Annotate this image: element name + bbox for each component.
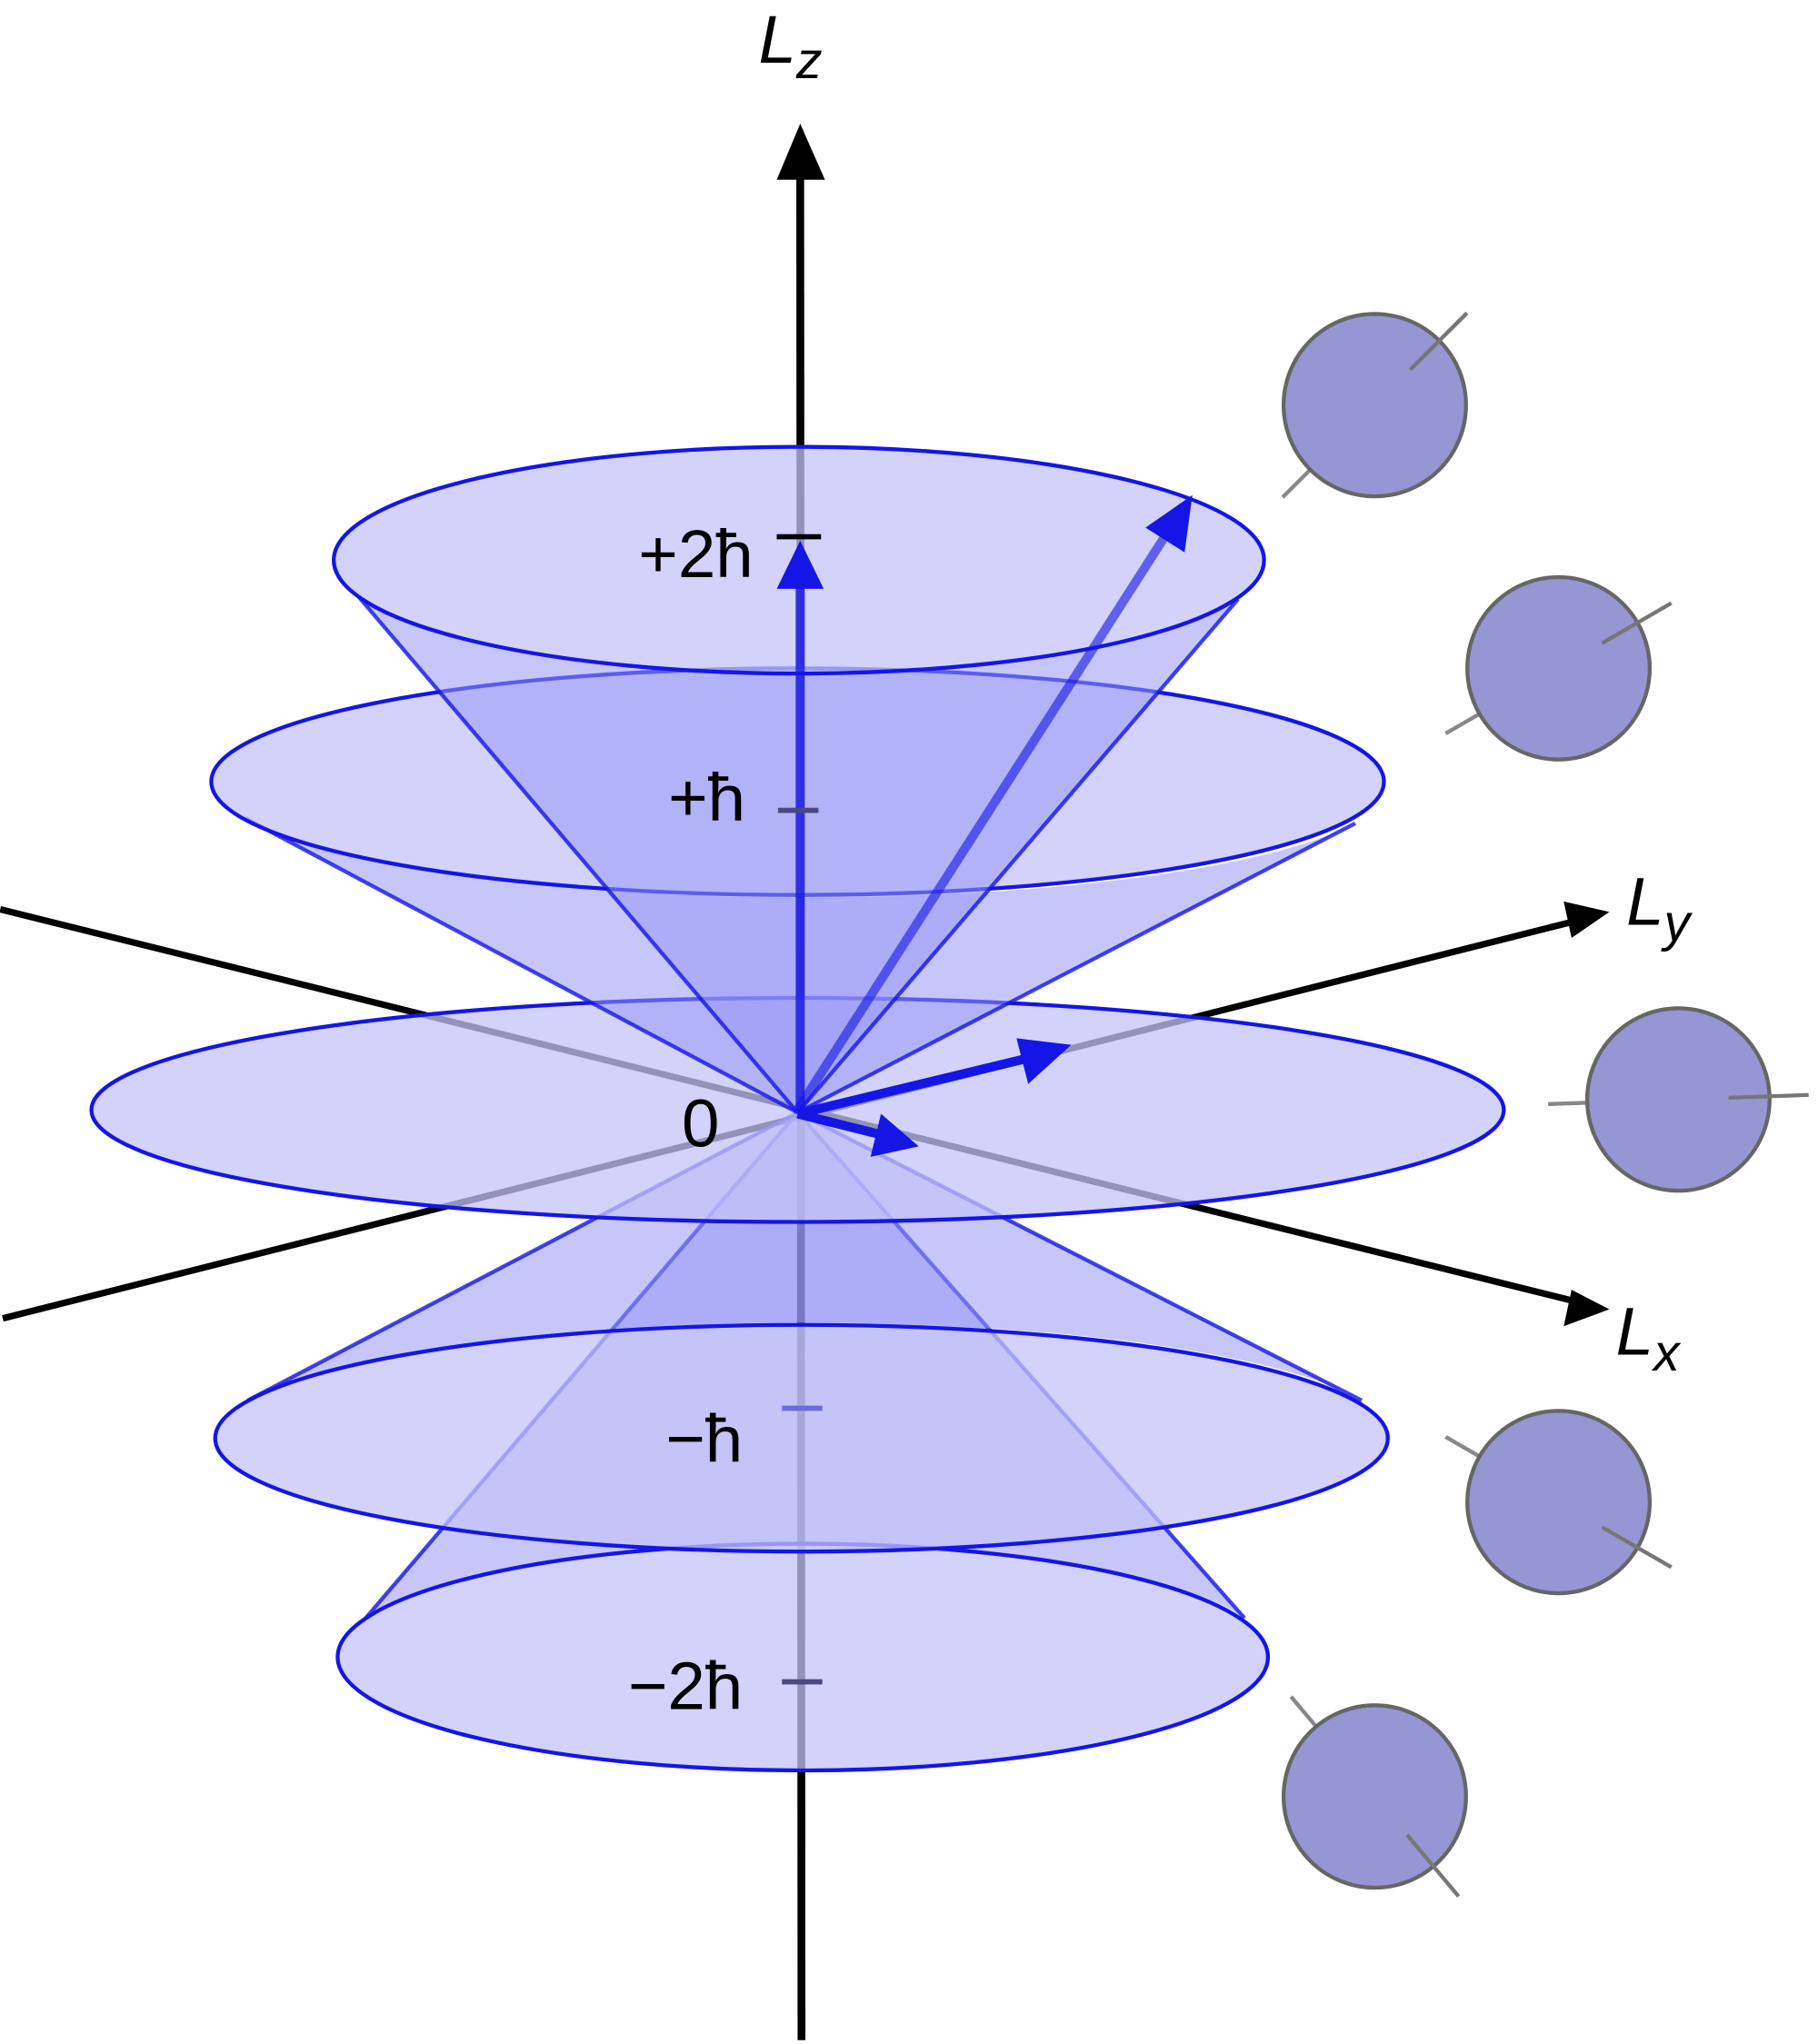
disc-m-2 — [335, 1541, 1271, 1773]
vector-tilted — [794, 494, 1193, 1112]
spin-sphere-icon — [1281, 1695, 1468, 1898]
lz-arrowhead-icon — [776, 124, 825, 180]
ly-arrowhead-icon — [1563, 901, 1610, 939]
lx-label: Lx — [1616, 1294, 1682, 1382]
vector-m2 — [776, 540, 824, 1111]
spin-sphere-icon — [1281, 311, 1469, 499]
lz-label: Lz — [758, 2, 822, 90]
level-label-minus-1: −ħ — [665, 1401, 743, 1476]
level-label-zero: 0 — [682, 1085, 719, 1161]
spin-sphere-icon — [1548, 1006, 1809, 1193]
tick-marks — [776, 533, 823, 1685]
spin-sphere-icon — [1444, 574, 1673, 762]
level-label-plus-2: +2ħ — [638, 516, 753, 592]
level-label-plus-1: +ħ — [668, 760, 745, 835]
vector-ly — [796, 1038, 1072, 1119]
vector-lx — [796, 1109, 919, 1157]
spin-sphere-icon — [1444, 1409, 1673, 1596]
level-label-minus-2: −2ħ — [628, 1649, 743, 1724]
disc-m-1 — [213, 1322, 1390, 1554]
lx-arrowhead-icon — [1563, 1290, 1610, 1327]
ly-label: Ly — [1626, 864, 1693, 952]
